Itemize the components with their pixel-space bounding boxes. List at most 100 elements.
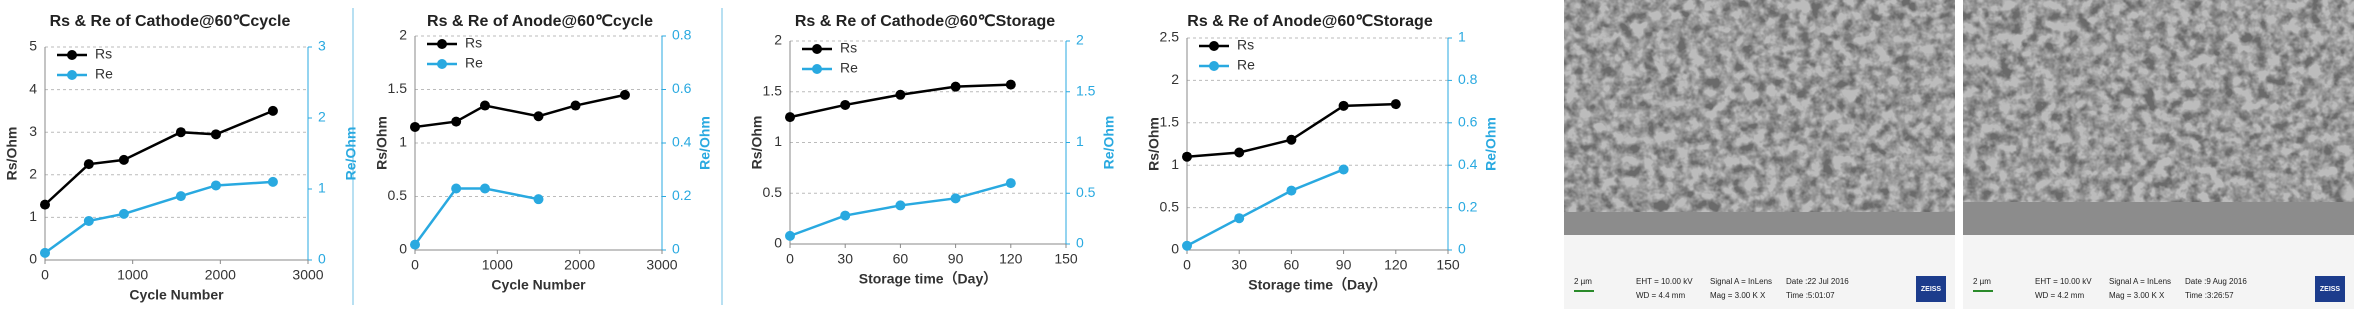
data-point bbox=[895, 89, 906, 100]
x-tick-label: 120 bbox=[1384, 257, 1408, 273]
y-tick-label: 3 bbox=[29, 123, 37, 139]
series-line bbox=[789, 83, 1011, 119]
data-point bbox=[1338, 164, 1349, 175]
data-point bbox=[570, 100, 581, 111]
sem-caption: Time :5:01:07 bbox=[1786, 291, 1835, 300]
y-tick-label: 0 bbox=[774, 235, 782, 251]
x-tick-label: 30 bbox=[837, 251, 853, 267]
y2-axis-label: Re/Ohm bbox=[697, 116, 713, 170]
series-line bbox=[1186, 168, 1345, 247]
y-axis-label: Rs/Ohm bbox=[4, 127, 20, 181]
chart-title: Rs & Re of Cathode@60℃cycle bbox=[50, 13, 291, 30]
x-tick-label: 0 bbox=[1183, 257, 1191, 273]
y-tick-label: 5 bbox=[29, 38, 37, 54]
y-tick-label: 1.5 bbox=[1160, 114, 1180, 130]
y-tick-label: 2 bbox=[1171, 71, 1179, 87]
y2-tick-label: 0.4 bbox=[672, 134, 692, 150]
sem-caption: WD = 4.4 mm bbox=[1636, 291, 1685, 300]
y2-tick-label: 0.2 bbox=[672, 187, 692, 203]
data-point bbox=[410, 239, 420, 250]
chart: Rs & Re of Cathode@60℃cycle 0 1 2 3 4 5 0 1 2 3 0 10… bbox=[4, 13, 359, 302]
legend-marker bbox=[67, 50, 77, 60]
y2-tick-label: 0 bbox=[318, 251, 326, 267]
series-line bbox=[1186, 102, 1396, 158]
sem-caption: EHT = 10.00 kV bbox=[1636, 277, 1693, 286]
sem-caption: Mag = 3.00 K X bbox=[2109, 291, 2165, 300]
x-tick-label: 90 bbox=[948, 251, 964, 267]
legend-marker bbox=[67, 70, 77, 80]
data-point bbox=[895, 200, 906, 211]
data-point bbox=[1005, 178, 1016, 189]
y2-tick-label: 0.2 bbox=[1458, 198, 1478, 214]
legend-marker bbox=[1209, 61, 1219, 71]
legend-label: Rs bbox=[465, 35, 482, 51]
x-tick-label: 90 bbox=[1336, 257, 1352, 273]
sem-caption: 2 µm bbox=[1973, 277, 1991, 286]
sem-texture bbox=[1564, 0, 1955, 235]
data-point bbox=[533, 111, 544, 122]
data-point bbox=[950, 193, 961, 204]
y2-tick-label: 1 bbox=[318, 180, 326, 196]
y-axis-label: Rs/Ohm bbox=[749, 116, 765, 170]
y-tick-label: 2 bbox=[774, 32, 782, 48]
data-point bbox=[118, 208, 129, 219]
data-point bbox=[840, 99, 851, 110]
data-point bbox=[267, 105, 278, 116]
sem-caption: EHT = 10.00 kV bbox=[2035, 277, 2092, 286]
legend-marker bbox=[812, 44, 822, 54]
chart: Rs & Re of Anode@60℃Storage 0 0.5 1 1.5 2 2.5 0… bbox=[1146, 13, 1499, 292]
x-tick-label: 150 bbox=[1436, 257, 1460, 273]
x-tick-label: 2000 bbox=[564, 257, 595, 273]
legend-label: Rs bbox=[95, 46, 112, 62]
legend-marker bbox=[1209, 41, 1219, 51]
x-tick-label: 0 bbox=[786, 251, 794, 267]
x-tick-label: 0 bbox=[41, 267, 49, 283]
sem-caption: Signal A = InLens bbox=[1710, 277, 1772, 286]
sem-caption: Time :3:26:57 bbox=[2185, 291, 2234, 300]
data-point bbox=[1234, 147, 1245, 158]
series-line bbox=[413, 187, 539, 246]
data-point bbox=[1005, 79, 1016, 90]
chart: Rs & Re of Anode@60℃cycle 0 0.5 1 1.5 2 0 0.2 0.… bbox=[374, 13, 713, 292]
y-tick-label: 0.5 bbox=[388, 187, 408, 203]
data-point bbox=[210, 129, 221, 140]
x-tick-label: 1000 bbox=[117, 267, 148, 283]
y-tick-label: 2 bbox=[399, 27, 407, 43]
y2-tick-label: 3 bbox=[318, 38, 326, 54]
x-tick-label: 2000 bbox=[205, 267, 236, 283]
y-tick-label: 0.5 bbox=[763, 184, 783, 200]
x-tick-label: 120 bbox=[999, 251, 1023, 267]
data-point bbox=[1338, 100, 1349, 111]
legend-label: Re bbox=[1237, 57, 1255, 73]
data-point bbox=[479, 183, 490, 194]
y2-tick-label: 0 bbox=[1458, 241, 1466, 257]
data-point bbox=[1286, 134, 1297, 145]
sem-caption: 2 µm bbox=[1574, 277, 1592, 286]
data-point bbox=[267, 176, 278, 187]
y2-tick-label: 0.8 bbox=[672, 27, 692, 43]
data-point bbox=[619, 89, 630, 100]
y-tick-label: 0 bbox=[399, 241, 407, 257]
legend-marker bbox=[437, 59, 447, 69]
y2-tick-label: 0 bbox=[672, 241, 680, 257]
data-point bbox=[533, 194, 544, 205]
y2-tick-label: 0.6 bbox=[672, 80, 692, 96]
zeiss-text: ZEISS bbox=[2320, 286, 2341, 293]
data-point bbox=[40, 247, 50, 258]
y2-tick-label: 1.5 bbox=[1076, 82, 1096, 98]
x-tick-label: 60 bbox=[1284, 257, 1300, 273]
x-tick-label: 150 bbox=[1054, 251, 1078, 267]
data-point bbox=[83, 215, 94, 226]
x-tick-label: 3000 bbox=[292, 267, 323, 283]
y-tick-label: 1 bbox=[774, 133, 782, 149]
series-line bbox=[44, 180, 274, 254]
chart: Rs & Re of Cathode@60℃Storage00.511.5200… bbox=[749, 13, 1117, 286]
y2-axis-label: Re/Ohm bbox=[1483, 117, 1499, 171]
x-axis-label: Cycle Number bbox=[491, 277, 586, 293]
chart-title: Rs & Re of Cathode@60℃Storage bbox=[795, 13, 1055, 30]
y2-tick-label: 0 bbox=[1076, 235, 1084, 251]
legend-label: Re bbox=[840, 60, 858, 76]
x-tick-label: 3000 bbox=[646, 257, 677, 273]
data-point bbox=[83, 159, 94, 170]
y-axis-label: Rs/Ohm bbox=[1146, 117, 1162, 171]
